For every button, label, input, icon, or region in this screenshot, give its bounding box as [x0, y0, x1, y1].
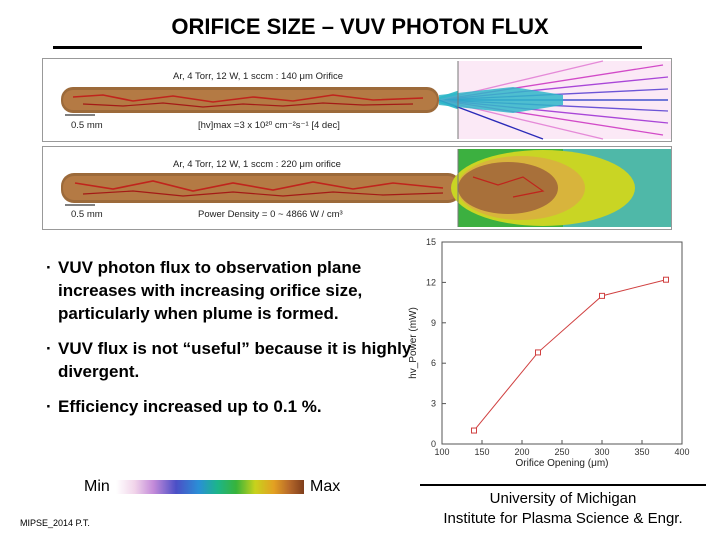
x-tick-label: 250	[554, 447, 569, 457]
panel-2-scale-label: 0.5 mm	[71, 209, 103, 220]
photon-flux-image	[43, 59, 671, 141]
bullet-dot-icon: ·	[46, 339, 52, 358]
y-tick-label: 0	[431, 439, 436, 449]
y-tick-label: 15	[426, 237, 436, 247]
plot-frame	[441, 241, 683, 445]
x-axis-label: Orifice Opening (μm)	[515, 458, 608, 469]
y-tick-label: 9	[431, 318, 436, 328]
y-tick-label: 3	[431, 399, 436, 409]
data-point	[471, 427, 477, 434]
affiliation-line-2: Institute for Plasma Science & Engr.	[443, 510, 683, 527]
x-tick-label: 350	[634, 447, 649, 457]
chart-ticks: 100 150 200 250 300 350 400 0 3 6 9 12 15	[426, 237, 690, 457]
vuv-power-chart: 100 150 200 250 300 350 400 0 3 6 9 12 15 Orifice Op…	[408, 237, 690, 469]
data-point	[599, 292, 605, 299]
bullet-item: · Efficiency increased up to 0.1 %.	[46, 395, 416, 418]
x-tick-label: 150	[474, 447, 489, 457]
bullet-item: · VUV photon flux to observation plane i…	[46, 256, 416, 325]
y-tick-label: 12	[426, 277, 436, 287]
bullet-dot-icon: ·	[46, 258, 52, 277]
panel-1-info-label: [hv]max =3 x 10²⁰ cm⁻²s⁻¹ [4 dec]	[198, 120, 340, 131]
chart-series	[471, 276, 669, 434]
colorbar-min-label: Min	[84, 478, 110, 495]
simulation-panel-220um: Ar, 4 Torr, 12 W, 1 sccm : 220 μm orific…	[42, 146, 672, 230]
chart-axes	[441, 241, 683, 445]
footer-credit: MIPSE_2014 P.T.	[20, 518, 90, 528]
x-tick-label: 200	[514, 447, 529, 457]
x-tick-label: 400	[674, 447, 689, 457]
y-tick-label: 6	[431, 358, 436, 368]
data-point	[535, 349, 541, 356]
colorbar-max-label: Max	[310, 478, 341, 495]
page-title: ORIFICE SIZE – VUV PHOTON FLUX	[171, 14, 549, 39]
panel-1-scale-label: 0.5 mm	[71, 120, 103, 131]
bullet-list: · VUV photon flux to observation plane i…	[46, 256, 416, 430]
affiliation-line-1: University of Michigan	[489, 490, 637, 507]
bullet-text: VUV photon flux to observation plane inc…	[58, 258, 363, 323]
bullet-text: Efficiency increased up to 0.1 %.	[58, 397, 322, 416]
title-underline	[53, 46, 642, 49]
panel-1-condition-label: Ar, 4 Torr, 12 W, 1 sccm : 140 μm Orific…	[173, 71, 344, 82]
bullet-dot-icon: ·	[46, 397, 52, 416]
simulation-panel-140um: Ar, 4 Torr, 12 W, 1 sccm : 140 μm Orific…	[42, 58, 672, 142]
affiliation-rule	[420, 484, 706, 486]
bullet-text: VUV flux is not “useful” because it is h…	[58, 339, 412, 381]
y-axis-label: hv_Power (mW)	[408, 307, 419, 379]
series-line	[473, 279, 667, 431]
data-point	[663, 276, 669, 283]
bullet-item: · VUV flux is not “useful” because it is…	[46, 337, 416, 383]
x-tick-label: 300	[594, 447, 609, 457]
colorbar	[116, 480, 304, 494]
panel-2-info-label: Power Density = 0 ~ 4866 W / cm³	[198, 209, 343, 220]
panel-2-condition-label: Ar, 4 Torr, 12 W, 1 sccm : 220 μm orific…	[173, 159, 341, 170]
x-tick-label: 100	[434, 447, 449, 457]
power-density-image	[43, 147, 671, 229]
